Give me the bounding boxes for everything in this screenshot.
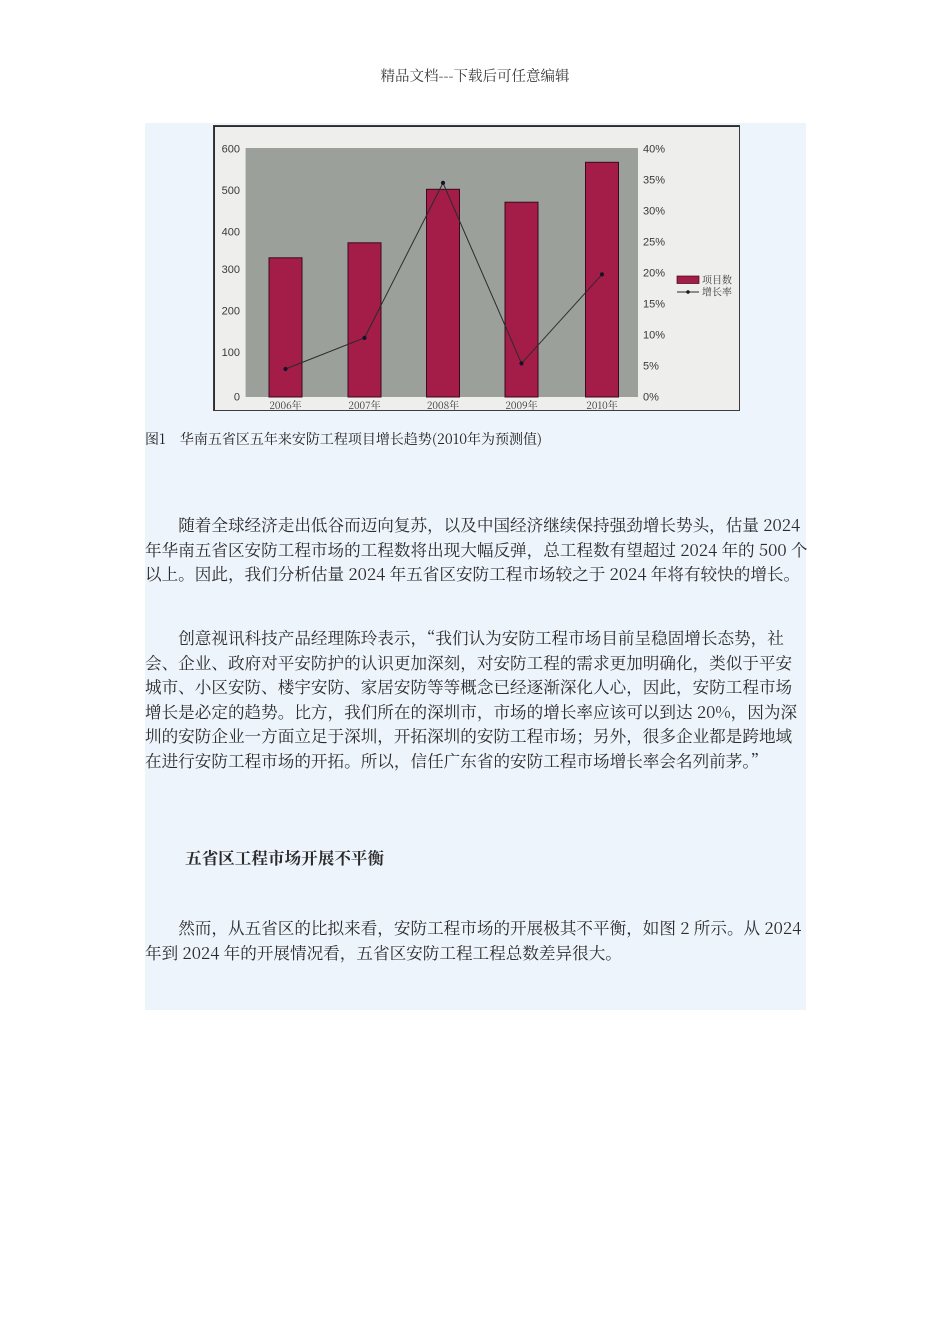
svg-text:15%: 15% [643, 299, 665, 311]
svg-text:400: 400 [222, 227, 240, 239]
svg-text:300: 300 [222, 264, 240, 276]
svg-text:35%: 35% [643, 175, 665, 187]
svg-text:2006年: 2006年 [269, 397, 301, 411]
svg-text:200: 200 [222, 306, 240, 318]
svg-text:100: 100 [222, 347, 240, 359]
svg-text:10%: 10% [643, 330, 665, 342]
svg-text:40%: 40% [643, 144, 665, 156]
svg-text:25%: 25% [643, 237, 665, 249]
svg-text:600: 600 [222, 144, 240, 156]
svg-text:5%: 5% [643, 361, 659, 373]
svg-text:20%: 20% [643, 268, 665, 280]
svg-text:0: 0 [234, 392, 240, 404]
svg-text:2009年: 2009年 [505, 397, 537, 411]
svg-text:0%: 0% [643, 392, 659, 404]
svg-text:2010年: 2010年 [586, 397, 617, 411]
svg-text:2008年: 2008年 [427, 397, 459, 411]
svg-text:2007年: 2007年 [348, 397, 380, 411]
svg-text:30%: 30% [643, 206, 665, 218]
svg-text:增长率: 增长率 [702, 284, 732, 299]
svg-text:500: 500 [222, 185, 240, 197]
